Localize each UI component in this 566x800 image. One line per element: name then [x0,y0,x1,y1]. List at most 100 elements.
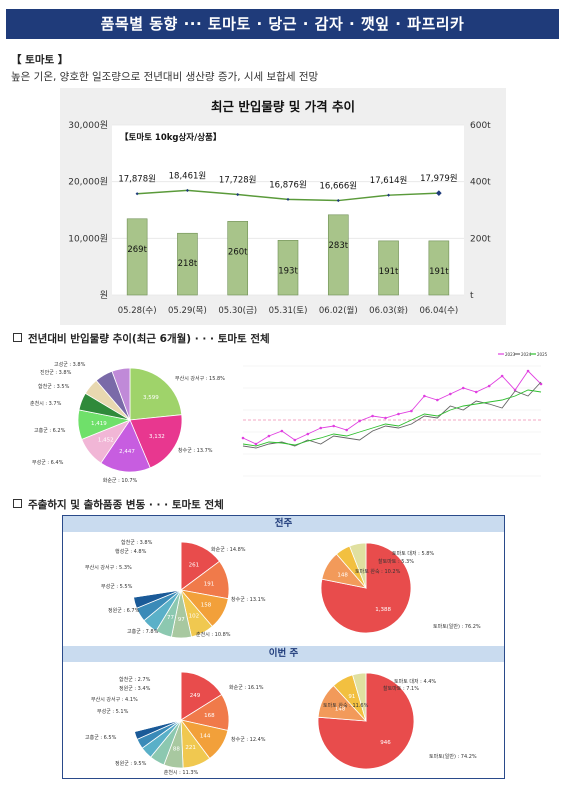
price-label: 18,461원 [169,171,207,181]
pie-category-label: 찰토마토 : 7.1% [383,685,419,692]
pie-value-label: 1,419 [91,421,107,427]
pie-category-label: 진안군 : 3.8% [40,369,72,376]
trend-point [449,392,452,396]
this-week-band: 이번 주 [63,646,504,662]
pie-slice [132,671,182,733]
volume-bar [227,221,249,296]
pie-value-label: 168 [204,713,215,719]
pie-category-label: 춘천시 : 3.7% [30,400,62,407]
pie-category-label: 고성군 : 3.8% [54,361,86,368]
price-marker [436,190,442,196]
pie-value-label: 261 [189,562,200,568]
left-tick-label: 30,000원 [68,120,108,131]
origin-share-pie-chart: 3,599 3,132 2,447 1,452 1,419 부산시 강서구 : 15.8%… [30,361,225,484]
price-volume-chart-svg: 최근 반입물량 및 가격 추이 【토마토 10kg상자/상품】 30,000원 2… [68,99,491,316]
pie-category-label: 정원군 : 9.5% [115,760,147,767]
volume-bar [177,232,198,296]
price-label: 17,979원 [420,174,458,184]
trend-point [384,416,387,420]
pie-value-label: 1,452 [98,438,114,444]
trend-point [487,384,491,388]
pie-category-label: 춘천시 : 11.3% [164,769,199,776]
pie-value-label: 221 [185,745,196,751]
pie-value-label: 77 [167,615,174,621]
pie-value-label: 91 [348,694,355,700]
pie-category-label: 부성군 : 6.4% [32,459,64,466]
pie-slice [349,542,367,589]
trend-point [267,434,271,438]
pie-value-label: 1,388 [375,607,391,613]
pie-category-label: 토마토(일반) : 76.2% [433,623,481,630]
price-label: 17,614원 [370,176,408,186]
this-week-origin-pie: 249 168 144 221 88 화순군 : 16.1% 창수군 : 12.4% 춘천시 … [85,671,266,776]
volume-bar-label: 218t [178,259,198,269]
pie-category-label: 화순군 : 10.7% [103,477,138,484]
volume-bar-label: 260t [228,247,248,257]
pie-category-label: 부산시 강서구 : 4.1% [91,696,138,703]
pie-category-label: 정원군 : 6.7% [108,607,140,614]
pie-category-label: 토마토 대저 : 4.4% [394,678,436,685]
right-tick-label: 200t [470,234,491,244]
trend-series-line [242,381,542,449]
pie-category-label: 합천군 : 2.7% [119,676,151,683]
x-tick-label: 05.30(금) [218,306,257,316]
line-chart-background [233,348,548,488]
pie-category-label: 부성군 : 5.5% [101,583,133,590]
pie-category-label: 행성군 : 4.8% [115,548,147,555]
pie-slice [180,671,223,721]
pie-category-label: 정원군 : 3.4% [119,685,151,692]
checkbox-icon [13,499,22,508]
pie-category-label: 고흥군 : 6.5% [85,734,117,741]
trend-point [293,438,297,442]
pie-value-label: 148 [337,572,348,578]
pie-value-label: 3,132 [149,434,165,440]
pie-category-label: 부산시 강서구 : 15.8% [175,375,225,382]
trend-point [241,436,245,440]
trend-point [280,429,284,433]
pie-value-label: 249 [190,693,201,699]
right-tick-label: 400t [470,178,491,188]
pie-category-label: 토마토 완숙 : 11.6% [323,702,369,709]
pie-slice [111,367,131,421]
pie-category-label: 고흥군 : 7.8% [127,628,159,635]
pie-slice [129,414,183,469]
left-tick-label: 10,000원 [68,233,108,244]
price-volume-chart: 최근 반입물량 및 가격 추이 【토마토 10kg상자/상품】 30,000원 2… [60,88,506,325]
pie-value-label: 2,447 [119,449,135,455]
x-tick-label: 06.04(수) [419,306,458,316]
trend-series-line [242,370,542,445]
pie-slice [100,419,151,473]
shipment-panel: 전주 261 191 158 102 97 77 화순군 : 14.8% 창수군 : 13.1… [62,515,505,779]
trend-point [461,386,465,390]
x-tick-label: 05.28(수) [118,306,157,316]
pie-value-label: 144 [200,734,211,740]
pie-slice [129,367,183,421]
trend-point [500,374,504,378]
trend-point [371,414,374,418]
price-label: 16,666원 [320,182,358,192]
pie-category-label: 창수군 : 13.1% [231,596,266,603]
chart-title: 최근 반입물량 및 가격 추이 [211,99,355,114]
pie-category-label: 부성군 : 5.1% [97,708,129,715]
pie-category-label: 창수군 : 13.7% [178,447,213,454]
pie-category-label: 합천군 : 3.5% [38,383,70,390]
trend-series-line [242,389,542,447]
trend-point [254,442,258,446]
section-heading-tomato: 【 토마토 】 [11,54,69,66]
price-label: 17,878원 [118,175,156,185]
pie-category-label: 토마토(일반) : 74.2% [429,753,477,760]
trend-point [358,419,361,423]
pie-value-label: 946 [380,740,391,746]
section3-heading-text: 주출하지 및 출하품종 변동 · · · 토마토 전체 [28,499,224,511]
trend-point [319,426,323,430]
volume-bar-label: 283t [329,241,349,251]
page-title: 품목별 동향 ··· 토마토 · 당근 · 감자 · 깻잎 · 파프리카 [6,9,559,39]
pie-value-label: 88 [173,746,180,752]
checkbox-icon [13,333,22,342]
yoy-volume-line-chart: 2023 2024 2025 [233,348,548,488]
pie-value-label: 102 [189,614,200,620]
trend-point [397,412,400,416]
trend-point [423,394,426,398]
trend-point [526,369,530,373]
